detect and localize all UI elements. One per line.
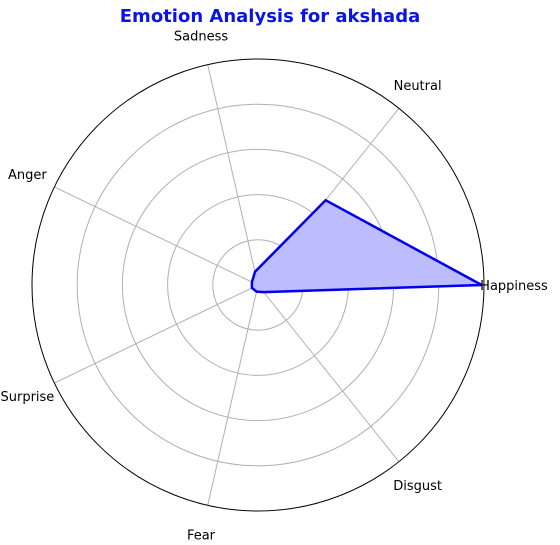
spoke-disgust [257,284,400,463]
category-label-neutral: Neutral [394,79,442,94]
spoke-sadness [207,64,259,286]
category-label-sadness: Sadness [174,29,228,44]
spoke-surprise [54,284,259,384]
category-label-happiness: Happiness [480,279,548,294]
outer-frame [31,58,485,512]
spokes [54,64,484,506]
category-label-surprise: Surprise [0,390,54,405]
category-label-disgust: Disgust [393,479,442,494]
series-line [250,198,483,294]
spoke-anger [54,186,259,286]
category-labels: Happiness Neutral Sadness Anger Surprise Fear… [0,29,548,543]
spoke-fear [207,284,259,506]
chart-title: Emotion Analysis for akshada [119,6,421,27]
category-label-fear: Fear [187,529,216,544]
category-label-anger: Anger [8,168,47,183]
series-fill [251,200,482,293]
